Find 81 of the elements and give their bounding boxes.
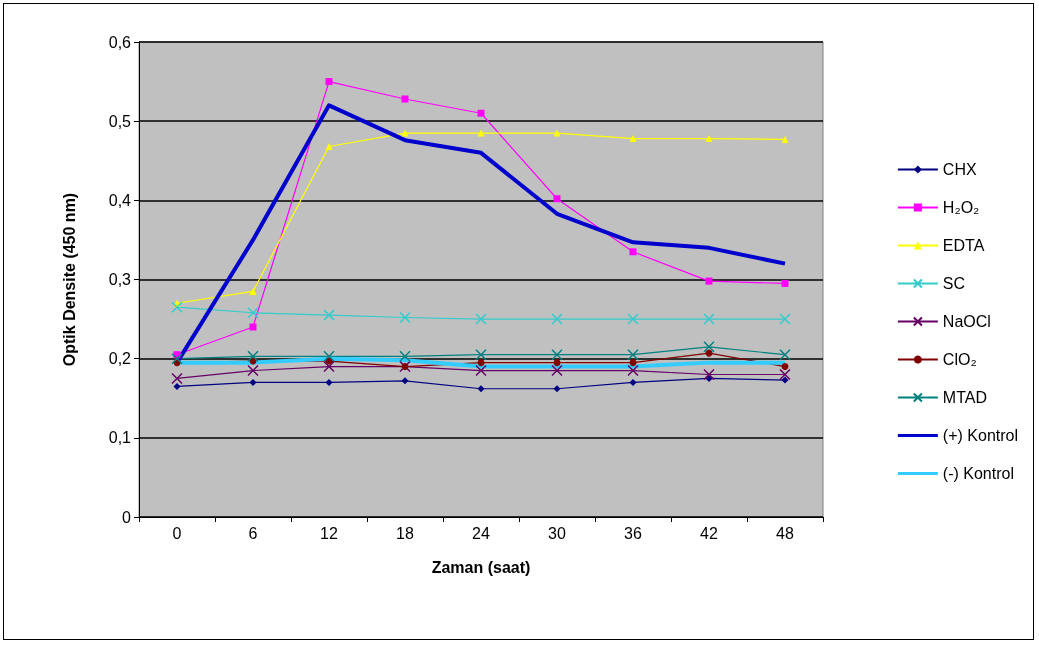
point <box>551 313 563 325</box>
point <box>247 307 259 319</box>
y-tick-label: 0,6 <box>108 33 132 51</box>
point <box>779 348 791 361</box>
point <box>249 323 257 331</box>
point <box>703 313 715 325</box>
point <box>551 364 563 377</box>
legend-label: (-) Kontrol <box>942 465 1014 482</box>
point <box>171 352 183 365</box>
point <box>781 135 789 143</box>
x-tick-label: 42 <box>700 524 718 542</box>
point <box>475 364 487 377</box>
point <box>399 311 411 324</box>
legend-label: SC <box>942 275 966 292</box>
point <box>401 129 409 137</box>
point <box>779 313 791 325</box>
point <box>323 350 335 363</box>
point <box>627 348 639 361</box>
point <box>629 248 637 256</box>
x-tick-label: 36 <box>624 524 642 542</box>
point <box>553 195 561 203</box>
legend-label: H₂O₂ <box>942 199 980 216</box>
x-tick-label: 48 <box>776 524 794 542</box>
legend-label: (+) Kontrol <box>942 427 1018 444</box>
x-tick-label: 30 <box>548 524 566 542</box>
y-tick-label: 0,1 <box>108 429 132 447</box>
legend-label: CHX <box>942 161 977 178</box>
point <box>477 359 485 367</box>
point <box>247 364 259 377</box>
point <box>553 129 561 137</box>
point <box>323 360 335 373</box>
point <box>629 135 637 143</box>
y-tick-label: 0,4 <box>108 191 132 209</box>
point <box>475 348 487 361</box>
x-tick-label: 0 <box>172 524 182 542</box>
point <box>703 368 715 381</box>
point <box>781 363 789 371</box>
point <box>247 350 259 363</box>
point <box>475 313 487 325</box>
point <box>401 95 409 103</box>
x-axis-title: Zaman (saat) <box>431 558 531 576</box>
legend-label: ClO₂ <box>942 351 977 368</box>
legend-label: NaOCl <box>942 313 991 330</box>
point <box>629 378 637 386</box>
legend-label: MTAD <box>942 389 987 406</box>
x-tick-label: 24 <box>472 524 490 542</box>
point <box>401 377 409 385</box>
point <box>553 359 561 367</box>
point <box>703 341 715 353</box>
y-tick-label: 0,5 <box>108 112 132 130</box>
point <box>551 348 563 361</box>
y-tick-label: 0 <box>122 508 132 526</box>
point <box>627 364 639 377</box>
point <box>249 378 257 386</box>
x-tick-label: 18 <box>396 524 414 542</box>
point <box>171 301 183 313</box>
point <box>629 359 637 367</box>
point <box>325 378 333 386</box>
point <box>323 309 335 321</box>
point <box>627 313 639 325</box>
legend-label: EDTA <box>942 237 985 254</box>
point <box>553 385 561 393</box>
point <box>705 135 713 143</box>
x-tick-label: 6 <box>248 524 258 542</box>
y-tick-label: 0,3 <box>108 271 132 288</box>
point <box>477 109 485 117</box>
point <box>249 287 257 295</box>
point <box>325 78 333 86</box>
point <box>477 385 485 393</box>
point <box>173 382 181 390</box>
x-tick-label: 12 <box>320 524 338 542</box>
point <box>779 368 791 381</box>
y-tick-label: 0,2 <box>108 350 132 368</box>
point <box>171 372 183 385</box>
point <box>781 279 789 287</box>
point <box>325 143 333 150</box>
point <box>781 376 789 384</box>
point <box>477 129 485 137</box>
y-axis-title: Optik Densite (450 nm) <box>60 192 78 367</box>
point <box>705 277 713 285</box>
point <box>399 350 411 363</box>
